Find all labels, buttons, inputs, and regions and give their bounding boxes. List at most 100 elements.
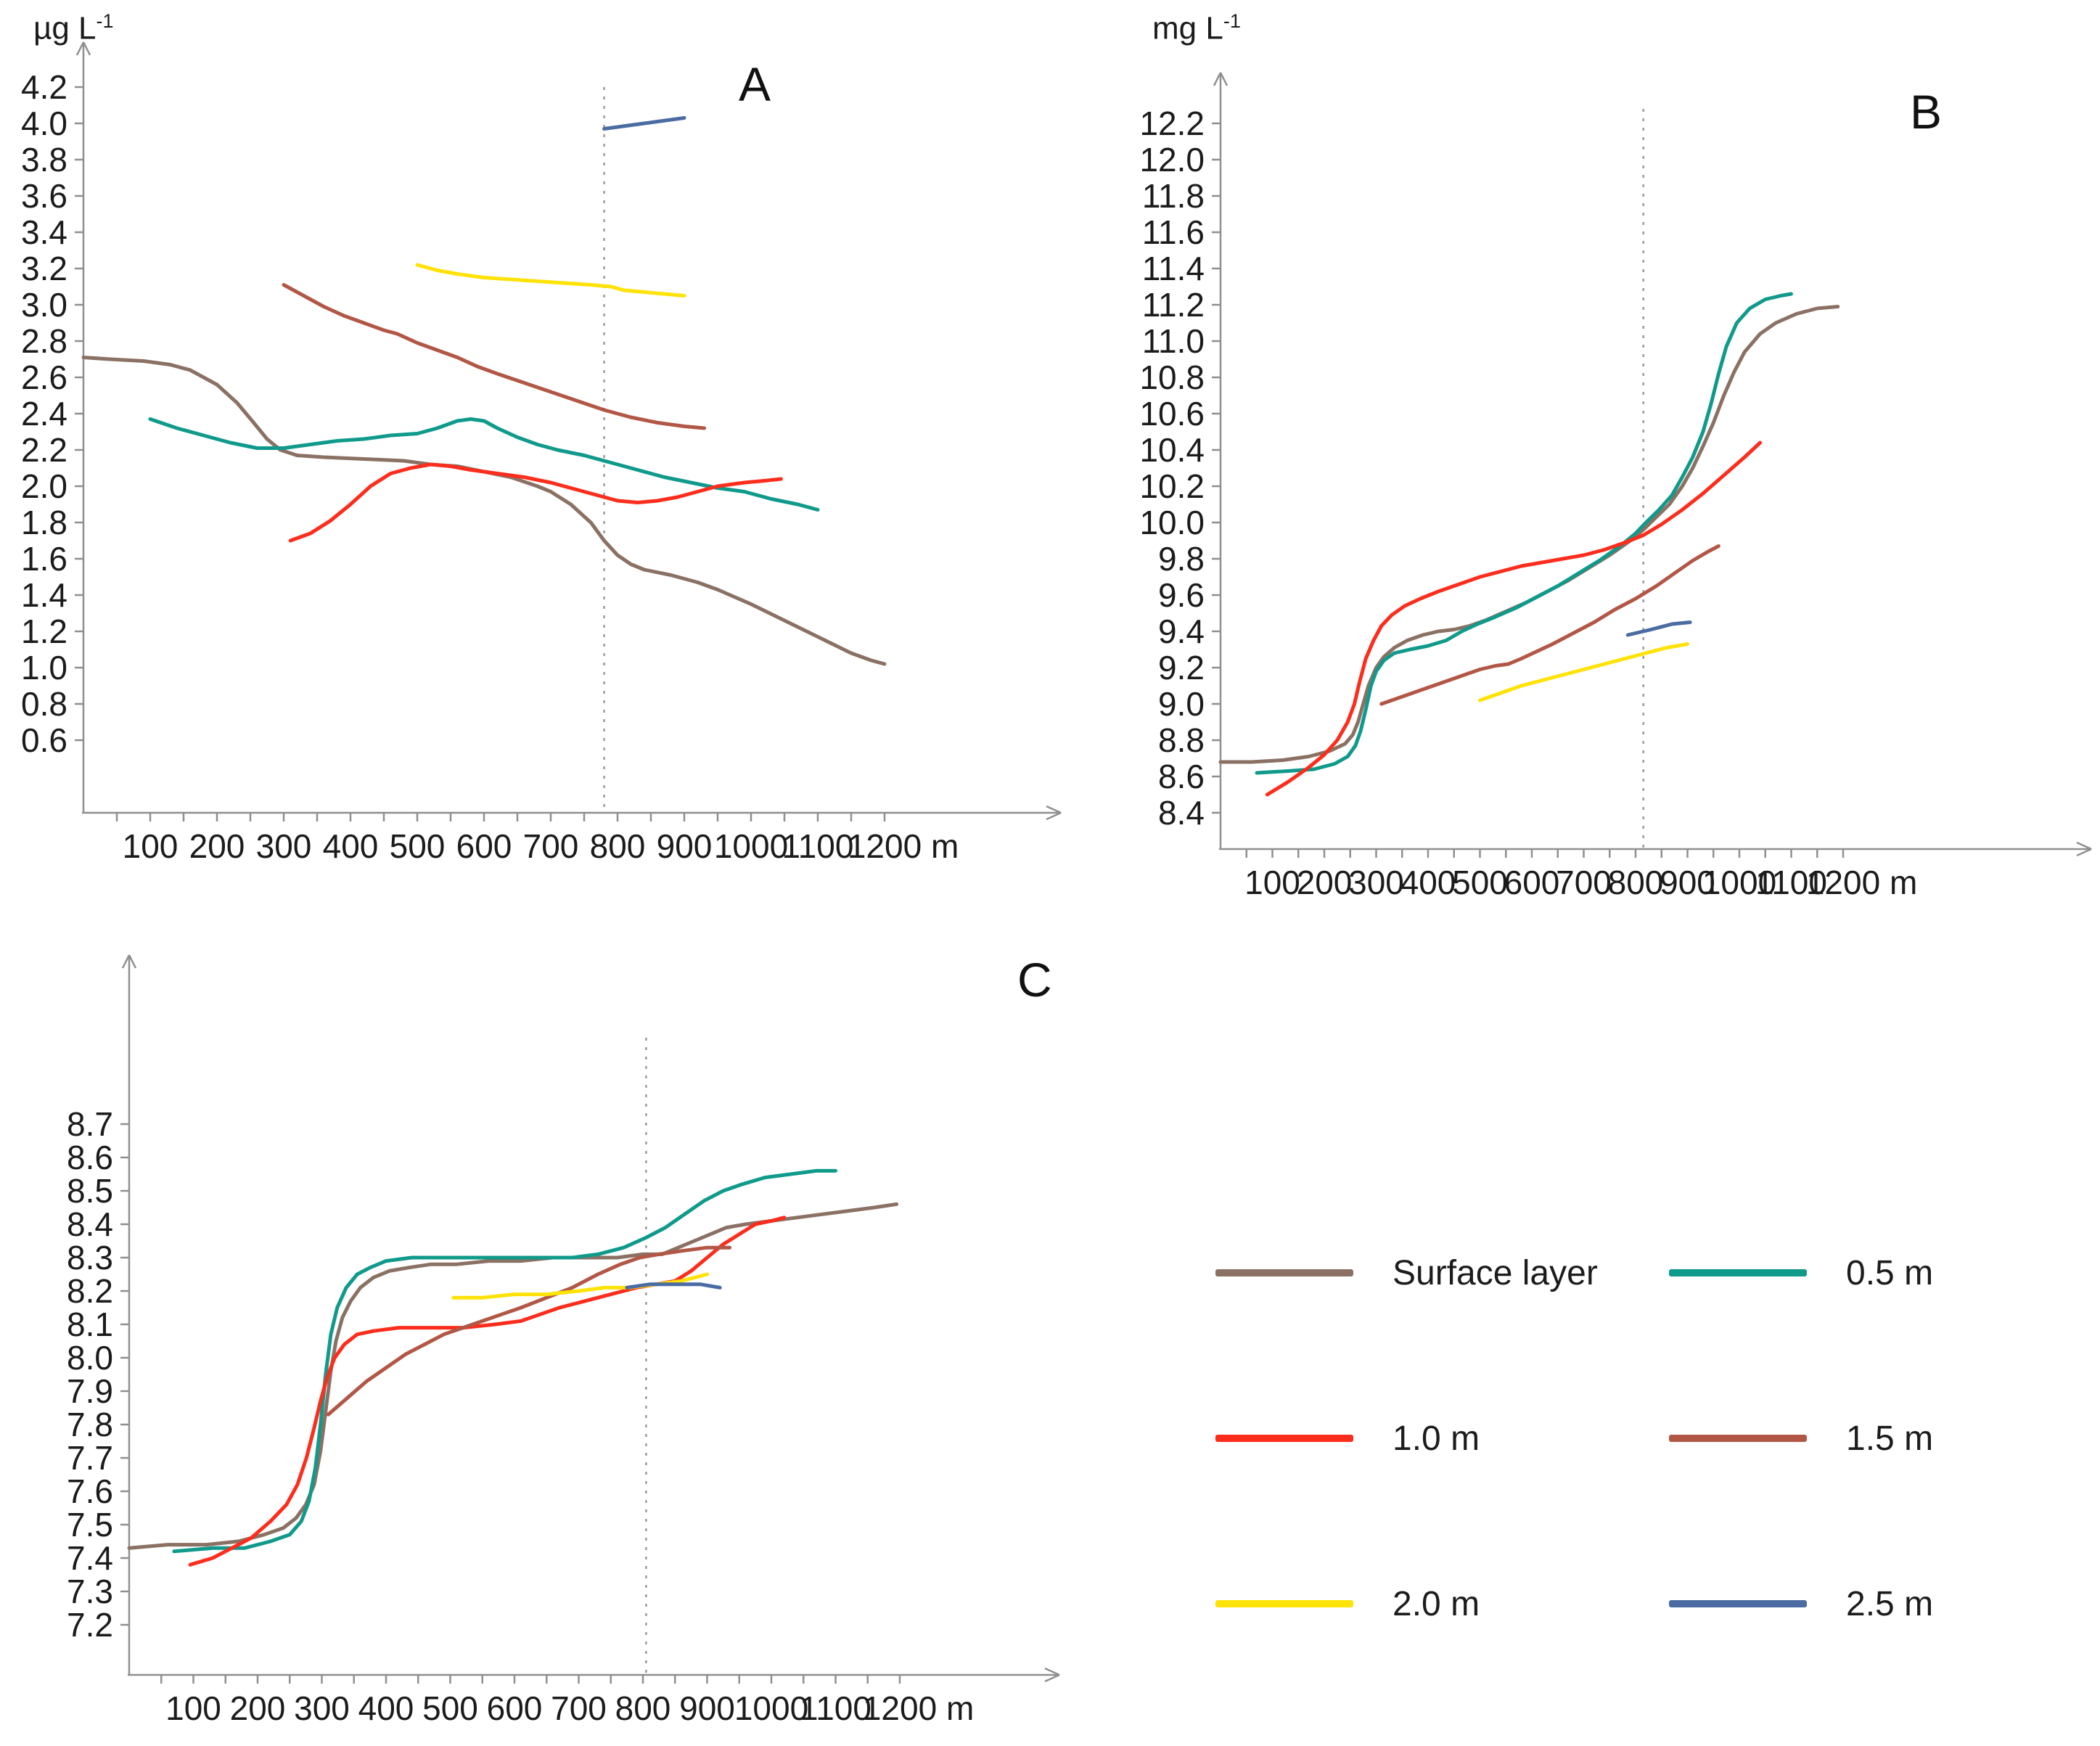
y-tick-label: 3.8 [21,141,67,179]
series-line-surface-layer [127,1202,899,1550]
y-tick-label: 1.4 [21,576,67,614]
y-tick-label: 9.2 [1158,649,1205,686]
x-tick-label: 600 [487,1689,543,1727]
x-tick-label: 900 [1660,864,1715,901]
x-tick-label: 700 [523,827,579,865]
x-tick-label: 400 [358,1689,414,1727]
legend-label-1-0m: 1.0 m [1393,1419,1480,1458]
legend-swatch-1-0m [1215,1435,1353,1442]
y-tick-label: 2.0 [21,467,67,505]
y-tick-label: 11.6 [1142,213,1205,251]
x-tick-label: 500 [390,827,446,865]
y-tick-label: 8.2 [67,1272,113,1310]
series-line-2-0-m [415,263,686,298]
y-tick-label: 8.6 [67,1139,113,1176]
chart-a-unit-label: µg L-1 [33,10,114,46]
x-tick-label: 700 [551,1689,607,1727]
x-tick-label: 200 [230,1689,286,1727]
x-axis-unit: m [931,827,959,865]
x-tick-label: 1200 [863,1689,937,1727]
y-tick-label: 7.5 [67,1506,113,1544]
y-tick-label: 8.4 [1158,794,1205,832]
y-tick-label: 11.8 [1142,177,1205,215]
x-tick-label: 100 [1244,864,1300,901]
y-tick-label: 10.4 [1139,431,1205,469]
y-tick-label: 0.6 [21,721,67,759]
y-tick-label: 8.8 [1158,721,1205,759]
legend-label-surface-layer: Surface layer [1393,1253,1598,1292]
series-line-0-5-m [1255,292,1793,775]
x-tick-label: 900 [657,827,713,865]
x-tick-label: 500 [422,1689,478,1727]
y-tick-label: 1.6 [21,540,67,578]
y-tick-label: 11.2 [1142,286,1205,324]
series-line-2-5-m [602,116,686,131]
legend-label-0-5m: 0.5 m [1846,1253,1934,1292]
y-tick-label: 2.6 [21,358,67,396]
legend-swatch-2-0m [1215,1600,1353,1607]
y-tick-label: 3.2 [21,250,67,287]
x-tick-label: 900 [679,1689,735,1727]
y-tick-label: 8.0 [67,1339,113,1377]
legend-swatch-1-5m [1669,1435,1807,1442]
y-tick-label: 7.2 [67,1606,113,1644]
series-line-1-5-m [326,1245,731,1417]
x-tick-label: 200 [1297,864,1353,901]
y-tick-label: 4.0 [21,104,67,142]
legend-swatch-2-5m [1669,1600,1807,1607]
y-tick-label: 8.6 [1158,758,1205,795]
x-tick-label: 1000 [734,1689,808,1727]
x-tick-label: 1100 [1755,864,1827,901]
y-tick-label: 2.4 [21,395,67,433]
y-tick-label: 7.8 [67,1406,113,1443]
series-line-2-5-m [1625,620,1692,637]
panel-letter-c: C [1017,953,1052,1007]
series-line-surface-layer [1218,305,1840,764]
y-tick-label: 3.0 [21,286,67,324]
y-tick-label: 8.7 [67,1105,113,1143]
x-tick-label: 1100 [800,1689,871,1727]
series-line-0-5-m [148,417,820,512]
y-tick-label: 7.4 [67,1539,113,1577]
x-tick-label: 800 [590,827,646,865]
y-tick-label: 7.3 [67,1573,113,1610]
series-line-surface-layer [81,356,887,666]
x-tick-label: 100 [123,827,179,865]
y-tick-label: 1.2 [21,612,67,650]
y-tick-label: 1.8 [21,504,67,541]
y-tick-label: 8.1 [67,1306,113,1343]
y-tick-label: 11.0 [1142,322,1205,360]
y-tick-label: 8.5 [67,1172,113,1210]
series-line-1-5-m [282,283,707,430]
y-tick-label: 3.6 [21,177,67,215]
legend-swatch-surface-layer [1215,1269,1353,1276]
y-tick-label: 8.4 [67,1205,113,1243]
x-tick-label: 1000 [1702,864,1776,901]
legend-label-2-0m: 2.0 m [1393,1584,1480,1623]
x-tick-label: 800 [1608,864,1664,901]
y-tick-label: 2.8 [21,322,67,360]
y-tick-label: 9.4 [1158,612,1205,650]
y-tick-label: 9.0 [1158,685,1205,723]
x-tick-label: 400 [323,827,379,865]
x-axis-unit: m [1890,864,1917,901]
y-tick-label: 12.2 [1139,104,1205,142]
y-tick-label: 10.6 [1139,395,1205,433]
x-tick-label: 300 [256,827,312,865]
y-tick-label: 2.2 [21,431,67,469]
chart-b-unit-label: mg L-1 [1152,10,1241,46]
x-tick-label: 500 [1452,864,1508,901]
y-tick-label: 9.8 [1158,540,1205,578]
x-tick-label: 1200 [848,827,922,865]
x-tick-label: 600 [1504,864,1560,901]
panel-letter-b: B [1910,85,1943,139]
series-line-1-5-m [1379,544,1720,706]
x-tick-label: 600 [456,827,512,865]
legend-swatch-0-5m [1669,1269,1807,1276]
y-tick-label: 9.6 [1158,576,1205,614]
x-tick-label: 300 [294,1689,350,1727]
x-tick-label: 700 [1556,864,1612,901]
panel-letter-a: A [739,57,771,111]
series-line-1-0-m [1265,440,1763,797]
